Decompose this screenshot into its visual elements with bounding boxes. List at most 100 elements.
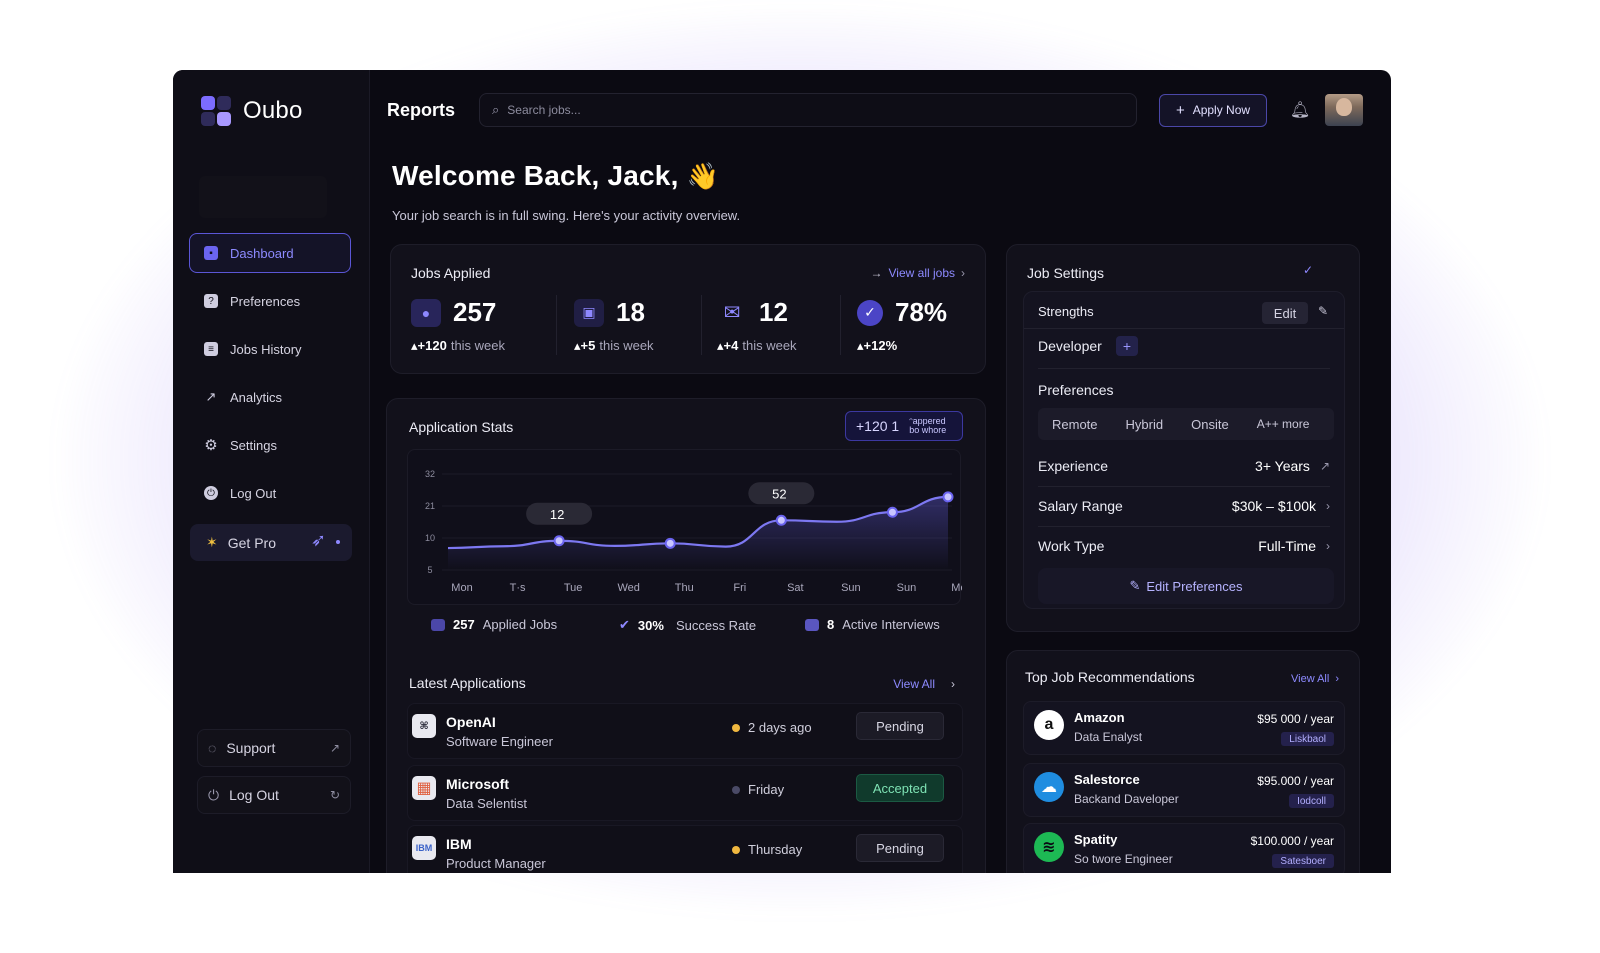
application-company: IBM bbox=[446, 836, 472, 852]
pill-more[interactable]: A++ more bbox=[1256, 417, 1310, 431]
application-time-label: Thursday bbox=[748, 842, 803, 857]
decor-dot bbox=[336, 540, 340, 544]
x-tick-label: Mon bbox=[951, 582, 962, 594]
power-icon: ⏻ bbox=[204, 486, 218, 500]
experience-value[interactable]: 3+ Years ↗ bbox=[1255, 458, 1330, 474]
divider bbox=[1024, 328, 1344, 329]
x-tick-label: Mon bbox=[451, 582, 472, 594]
stat-delta-suffix: this week bbox=[742, 338, 797, 353]
spotify-logo-icon: ≋ bbox=[1034, 832, 1064, 862]
bell-icon[interactable]: 🔔︎ bbox=[1289, 102, 1311, 119]
recommendation-row[interactable]: a Amazon Data Enalyst $95 000 / year Lis… bbox=[1023, 701, 1345, 755]
chart-badge[interactable]: +120 1 ᵔappered bo whore bbox=[845, 411, 963, 441]
salary-value-text: $30k – $100k bbox=[1231, 498, 1316, 514]
application-row[interactable]: ▦ Microsoft Data Selentist Friday Accept… bbox=[407, 765, 963, 821]
application-row[interactable]: IBM IBM Product Manager Thursday Pending bbox=[407, 825, 963, 873]
help-icon: ? bbox=[204, 294, 218, 308]
divider bbox=[1038, 368, 1330, 369]
latest-applications-title: Latest Applications bbox=[409, 675, 526, 691]
preferences-label: Preferences bbox=[1038, 382, 1114, 398]
status-dot bbox=[732, 723, 740, 732]
up-arrow-icon: ▴ bbox=[411, 338, 418, 353]
x-tick-label: Fri bbox=[733, 582, 746, 594]
job-settings-card: Job Settings ✓ Strengths Edit ✎ Develope… bbox=[1006, 244, 1360, 632]
application-role: Software Engineer bbox=[446, 734, 553, 749]
view-all-label: View All bbox=[893, 677, 935, 691]
support-icon: ◌ bbox=[208, 740, 217, 756]
application-stats-title: Application Stats bbox=[409, 419, 514, 435]
divider bbox=[701, 295, 702, 355]
annotation-label: 12 bbox=[550, 507, 564, 522]
x-tick-label: Sun bbox=[841, 582, 861, 594]
external-link-icon: ↗ bbox=[1319, 459, 1330, 473]
support-button[interactable]: ◌ Support ↗ bbox=[197, 729, 351, 767]
pill-hybrid[interactable]: Hybrid bbox=[1125, 416, 1164, 432]
y-tick-label: 10 bbox=[425, 533, 435, 543]
pencil-icon[interactable]: ✎ bbox=[1318, 304, 1329, 318]
sidebar-item-label: Dashboard bbox=[230, 245, 294, 261]
recommendation-row[interactable]: ≋ Spatity So twore Engineer $100.000 / y… bbox=[1023, 823, 1345, 873]
divider bbox=[1038, 486, 1330, 487]
experience-label: Experience bbox=[1038, 458, 1109, 474]
x-tick-label: Thu bbox=[675, 582, 694, 594]
data-point bbox=[553, 535, 565, 547]
arrow-right-icon: → bbox=[870, 266, 883, 280]
pill-remote[interactable]: Remote bbox=[1052, 416, 1098, 432]
recommendation-row[interactable]: ☁ Salestorce Backand Daveloper $95.000 /… bbox=[1023, 763, 1345, 817]
apply-now-button[interactable]: + Apply Now bbox=[1159, 93, 1267, 127]
status-badge[interactable]: Accepted bbox=[856, 774, 944, 802]
sidebar-item-dashboard[interactable]: ▪ Dashboard bbox=[189, 233, 351, 273]
search-bar[interactable]: ⌕ bbox=[479, 93, 1137, 127]
sidebar-item-preferences[interactable]: ? Preferences bbox=[189, 281, 351, 321]
wave-icon: 👋 bbox=[686, 161, 720, 191]
pill-onsite[interactable]: Onsite bbox=[1191, 416, 1229, 432]
stat-delta-value: +120 bbox=[417, 338, 447, 353]
logout-bottom-button[interactable]: ⏻ Log Out ↻ bbox=[197, 776, 351, 814]
sidebar-item-analytics[interactable]: ↗ Analytics bbox=[189, 377, 351, 417]
application-time: Friday bbox=[732, 782, 784, 797]
status-badge[interactable]: Pending bbox=[856, 712, 944, 740]
main-content: Reports ⌕ + Apply Now 🔔︎ Welcome Back, J… bbox=[370, 70, 1391, 873]
edit-preferences-button[interactable]: ✎ Edit Preferences bbox=[1038, 568, 1334, 604]
logout-label: Log Out bbox=[229, 787, 279, 803]
application-time-label: 2 days ago bbox=[748, 720, 812, 735]
recommendation-role: Backand Daveloper bbox=[1074, 792, 1179, 806]
sidebar-item-logout[interactable]: ⏻ Log Out bbox=[189, 473, 351, 513]
apply-now-label: Apply Now bbox=[1192, 103, 1251, 117]
chart-badge-note-line: bo whore bbox=[909, 425, 947, 435]
recommendation-company: Amazon bbox=[1074, 710, 1125, 725]
analytics-icon: ↗ bbox=[205, 389, 217, 404]
stats-chart: 32 21 10 5 12 52 Mon T·s Tue Wed Thu Fri Sat Sun Sun Mo… bbox=[407, 449, 973, 605]
edit-strengths-button[interactable]: Edit bbox=[1262, 302, 1308, 324]
view-all-label: View All bbox=[1291, 673, 1330, 685]
chevron-right-icon: › bbox=[951, 677, 955, 691]
legend-value: 257 bbox=[453, 617, 475, 632]
sidebar-item-label: Jobs History bbox=[230, 341, 302, 357]
legend-active-interviews: 8 Active Interviews bbox=[805, 617, 940, 632]
view-all-recommendations-link[interactable]: View All › bbox=[1291, 673, 1339, 685]
sidebar-item-jobs-history[interactable]: ≡ Jobs History bbox=[189, 329, 351, 369]
add-strength-button[interactable]: + bbox=[1116, 336, 1138, 356]
view-all-applications-link[interactable]: View All › bbox=[893, 677, 955, 691]
brand-logo[interactable]: Oubo bbox=[201, 96, 303, 126]
chart-badge-note: ᵔappered bo whore bbox=[909, 417, 946, 435]
get-pro-button[interactable]: ✶ Get Pro ➶ bbox=[190, 524, 352, 561]
stat-value: 18 bbox=[616, 297, 645, 327]
experience-value-text: 3+ Years bbox=[1255, 458, 1310, 474]
status-badge[interactable]: Pending bbox=[856, 834, 944, 862]
sidebar-item-settings[interactable]: ⚙ Settings bbox=[189, 425, 351, 465]
welcome-title: Welcome Back, Jack, bbox=[392, 160, 679, 191]
app-window: Oubo ▪ Dashboard ? Preferences ≡ Jobs Hi… bbox=[173, 70, 1391, 873]
edit-preferences-label: Edit Preferences bbox=[1146, 578, 1243, 594]
x-tick-label: T·s bbox=[510, 582, 526, 594]
view-all-jobs-link[interactable]: → View all jobs › bbox=[871, 266, 965, 280]
salary-label: Salary Range bbox=[1038, 498, 1123, 514]
history-icon: ≡ bbox=[204, 342, 218, 356]
search-input[interactable] bbox=[507, 103, 1068, 117]
work-type-value[interactable]: Full-Time › bbox=[1258, 538, 1330, 554]
salary-value[interactable]: $30k – $100k › bbox=[1232, 498, 1330, 514]
plus-icon: + bbox=[1175, 101, 1185, 119]
application-row[interactable]: ⌘ OpenAI Software Engineer 2 days ago Pe… bbox=[407, 703, 963, 759]
avatar[interactable] bbox=[1325, 94, 1363, 126]
dashboard-icon: ▪ bbox=[204, 246, 218, 260]
